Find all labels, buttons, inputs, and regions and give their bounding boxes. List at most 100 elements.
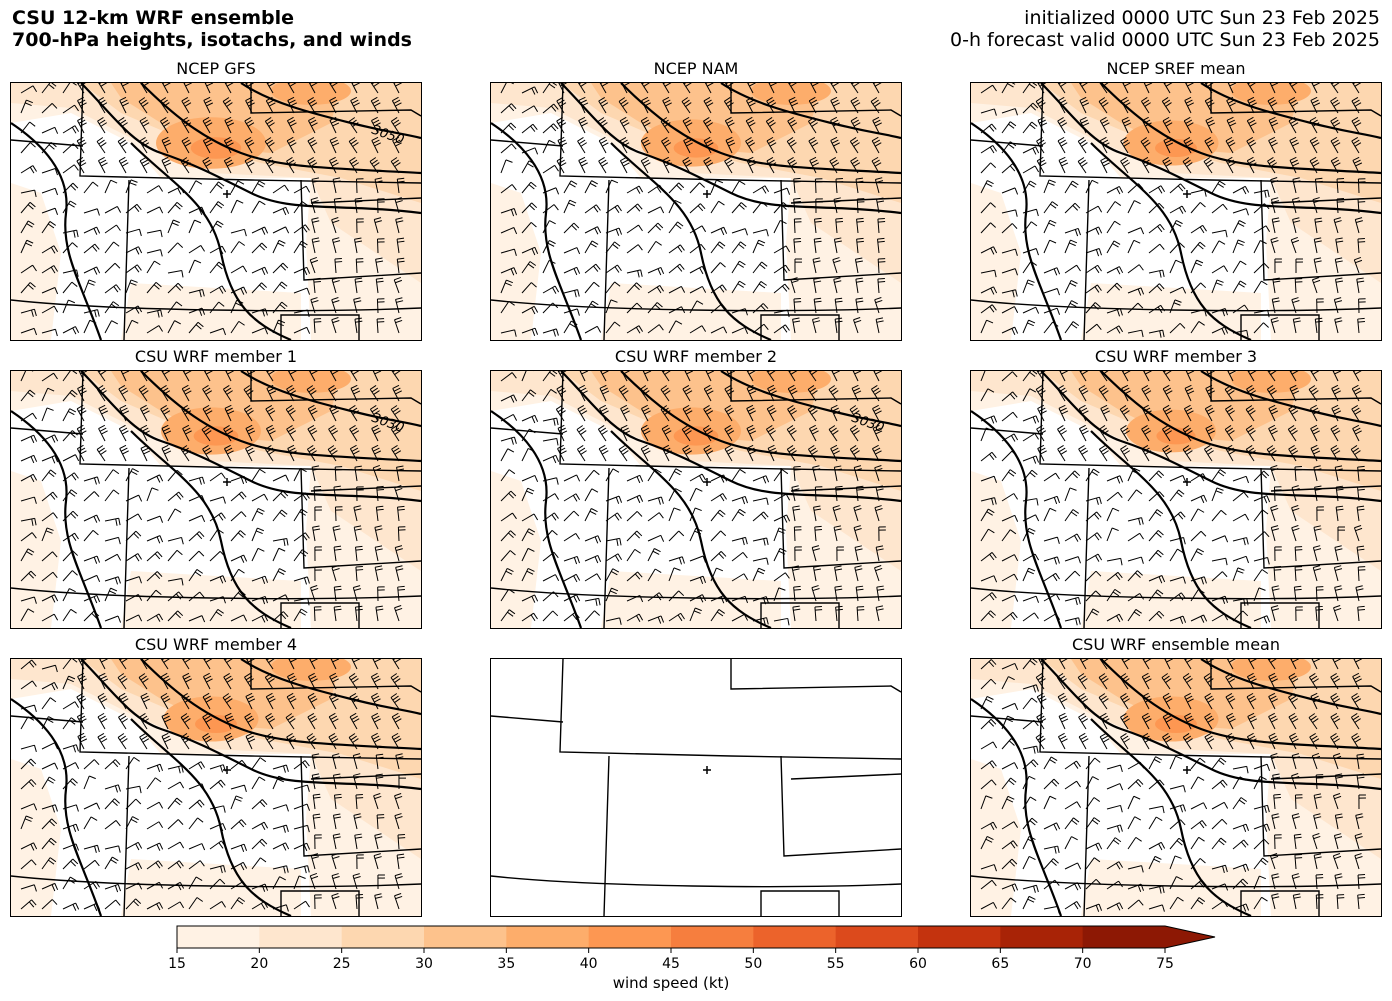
barb-feather [701, 325, 707, 332]
barb-feather [50, 493, 56, 500]
barb-staff [1190, 494, 1204, 502]
barb-feather [1272, 200, 1280, 203]
barb-feather [1014, 594, 1019, 602]
barb-staff [746, 388, 754, 402]
barb-staff [1245, 429, 1255, 442]
barb-feather [761, 261, 768, 267]
barb-feather [394, 317, 402, 321]
barb-feather [1095, 590, 1102, 597]
barb-staff [329, 140, 337, 154]
barb-feather [52, 571, 58, 578]
barb-feather [1247, 156, 1254, 162]
barb-feather [154, 260, 161, 266]
barb-staff [584, 325, 598, 334]
barb-staff [225, 371, 232, 382]
barb-feather [1356, 277, 1364, 280]
barb-staff [661, 371, 670, 382]
barb-staff [1190, 202, 1201, 214]
barb-feather [661, 424, 669, 430]
barb-feather [376, 277, 384, 280]
barb-staff [640, 140, 649, 154]
barb-feather [1250, 122, 1257, 127]
barb-staff [396, 467, 400, 482]
barb-staff [223, 160, 232, 174]
barb-staff [1271, 219, 1276, 234]
barb-feather [1145, 83, 1153, 87]
barb-feather [1099, 445, 1106, 450]
barb-staff [104, 224, 117, 234]
barb-feather [683, 427, 691, 433]
barb-feather [832, 390, 839, 395]
barb-feather [700, 203, 706, 210]
barb-feather [1070, 183, 1077, 188]
barb-feather [138, 97, 146, 102]
height-contour-1 [80, 371, 421, 503]
barb-staff [731, 260, 740, 274]
barb-staff [1312, 547, 1318, 562]
barb-feather [1354, 142, 1362, 147]
barb-feather [222, 693, 230, 698]
barb-feather [701, 473, 707, 481]
barb-feather [685, 102, 692, 107]
barb-feather [792, 605, 800, 608]
barb-feather [333, 545, 342, 548]
barb-staff [752, 228, 767, 234]
barb-feather [810, 159, 818, 164]
barb-feather [988, 528, 995, 534]
barb-feather [828, 385, 836, 390]
barb-feather [513, 208, 517, 216]
barb-feather [578, 83, 582, 85]
barb-staff [1127, 287, 1142, 294]
barb-feather [533, 306, 539, 313]
barb-staff [1079, 371, 1087, 382]
barb-feather [790, 430, 797, 435]
barb-feather [510, 103, 517, 110]
barb-feather [331, 119, 338, 124]
barb-staff [1315, 586, 1318, 602]
barb-staff [1330, 140, 1339, 154]
barb-feather [1057, 425, 1064, 430]
barb-feather [870, 97, 878, 102]
barb-feather [371, 692, 378, 698]
barb-staff [640, 160, 649, 174]
height-contour-3 [240, 371, 421, 428]
barb-feather [856, 300, 864, 303]
barb-feather [1103, 410, 1110, 415]
barb-feather [371, 672, 378, 678]
barb-feather [994, 270, 997, 278]
barb-feather [53, 305, 59, 313]
barb-feather [1215, 282, 1223, 286]
barb-feather [835, 297, 843, 300]
barb-feather [812, 465, 820, 468]
barb-staff [500, 184, 513, 194]
barb-staff [20, 99, 27, 114]
barb-feather [513, 267, 518, 275]
barb-staff [62, 299, 69, 314]
barb-staff [668, 285, 682, 294]
barb-feather [1291, 102, 1299, 107]
barb-staff [1001, 594, 1015, 602]
barb-staff [202, 408, 211, 422]
barb-feather [767, 371, 771, 373]
barb-feather [610, 590, 617, 595]
barb-staff [1022, 415, 1037, 422]
barb-feather [1184, 384, 1192, 389]
barb-staff [1064, 264, 1077, 274]
barb-staff [272, 206, 286, 214]
barb-feather [1011, 83, 1016, 85]
barb-feather [699, 595, 704, 603]
barb-feather [1123, 119, 1130, 124]
barb-feather [70, 608, 77, 614]
barb-feather [114, 577, 119, 585]
barb-feather [760, 513, 767, 520]
isotach-south [121, 571, 301, 628]
barb-feather [704, 427, 712, 433]
barb-staff [1142, 120, 1150, 134]
barb-feather [745, 116, 753, 122]
barb-feather [1165, 410, 1173, 415]
barb-feather [547, 242, 555, 247]
barb-staff [120, 83, 127, 94]
barb-feather [1333, 217, 1341, 221]
barb-staff [146, 589, 157, 602]
barb-feather [307, 598, 310, 606]
